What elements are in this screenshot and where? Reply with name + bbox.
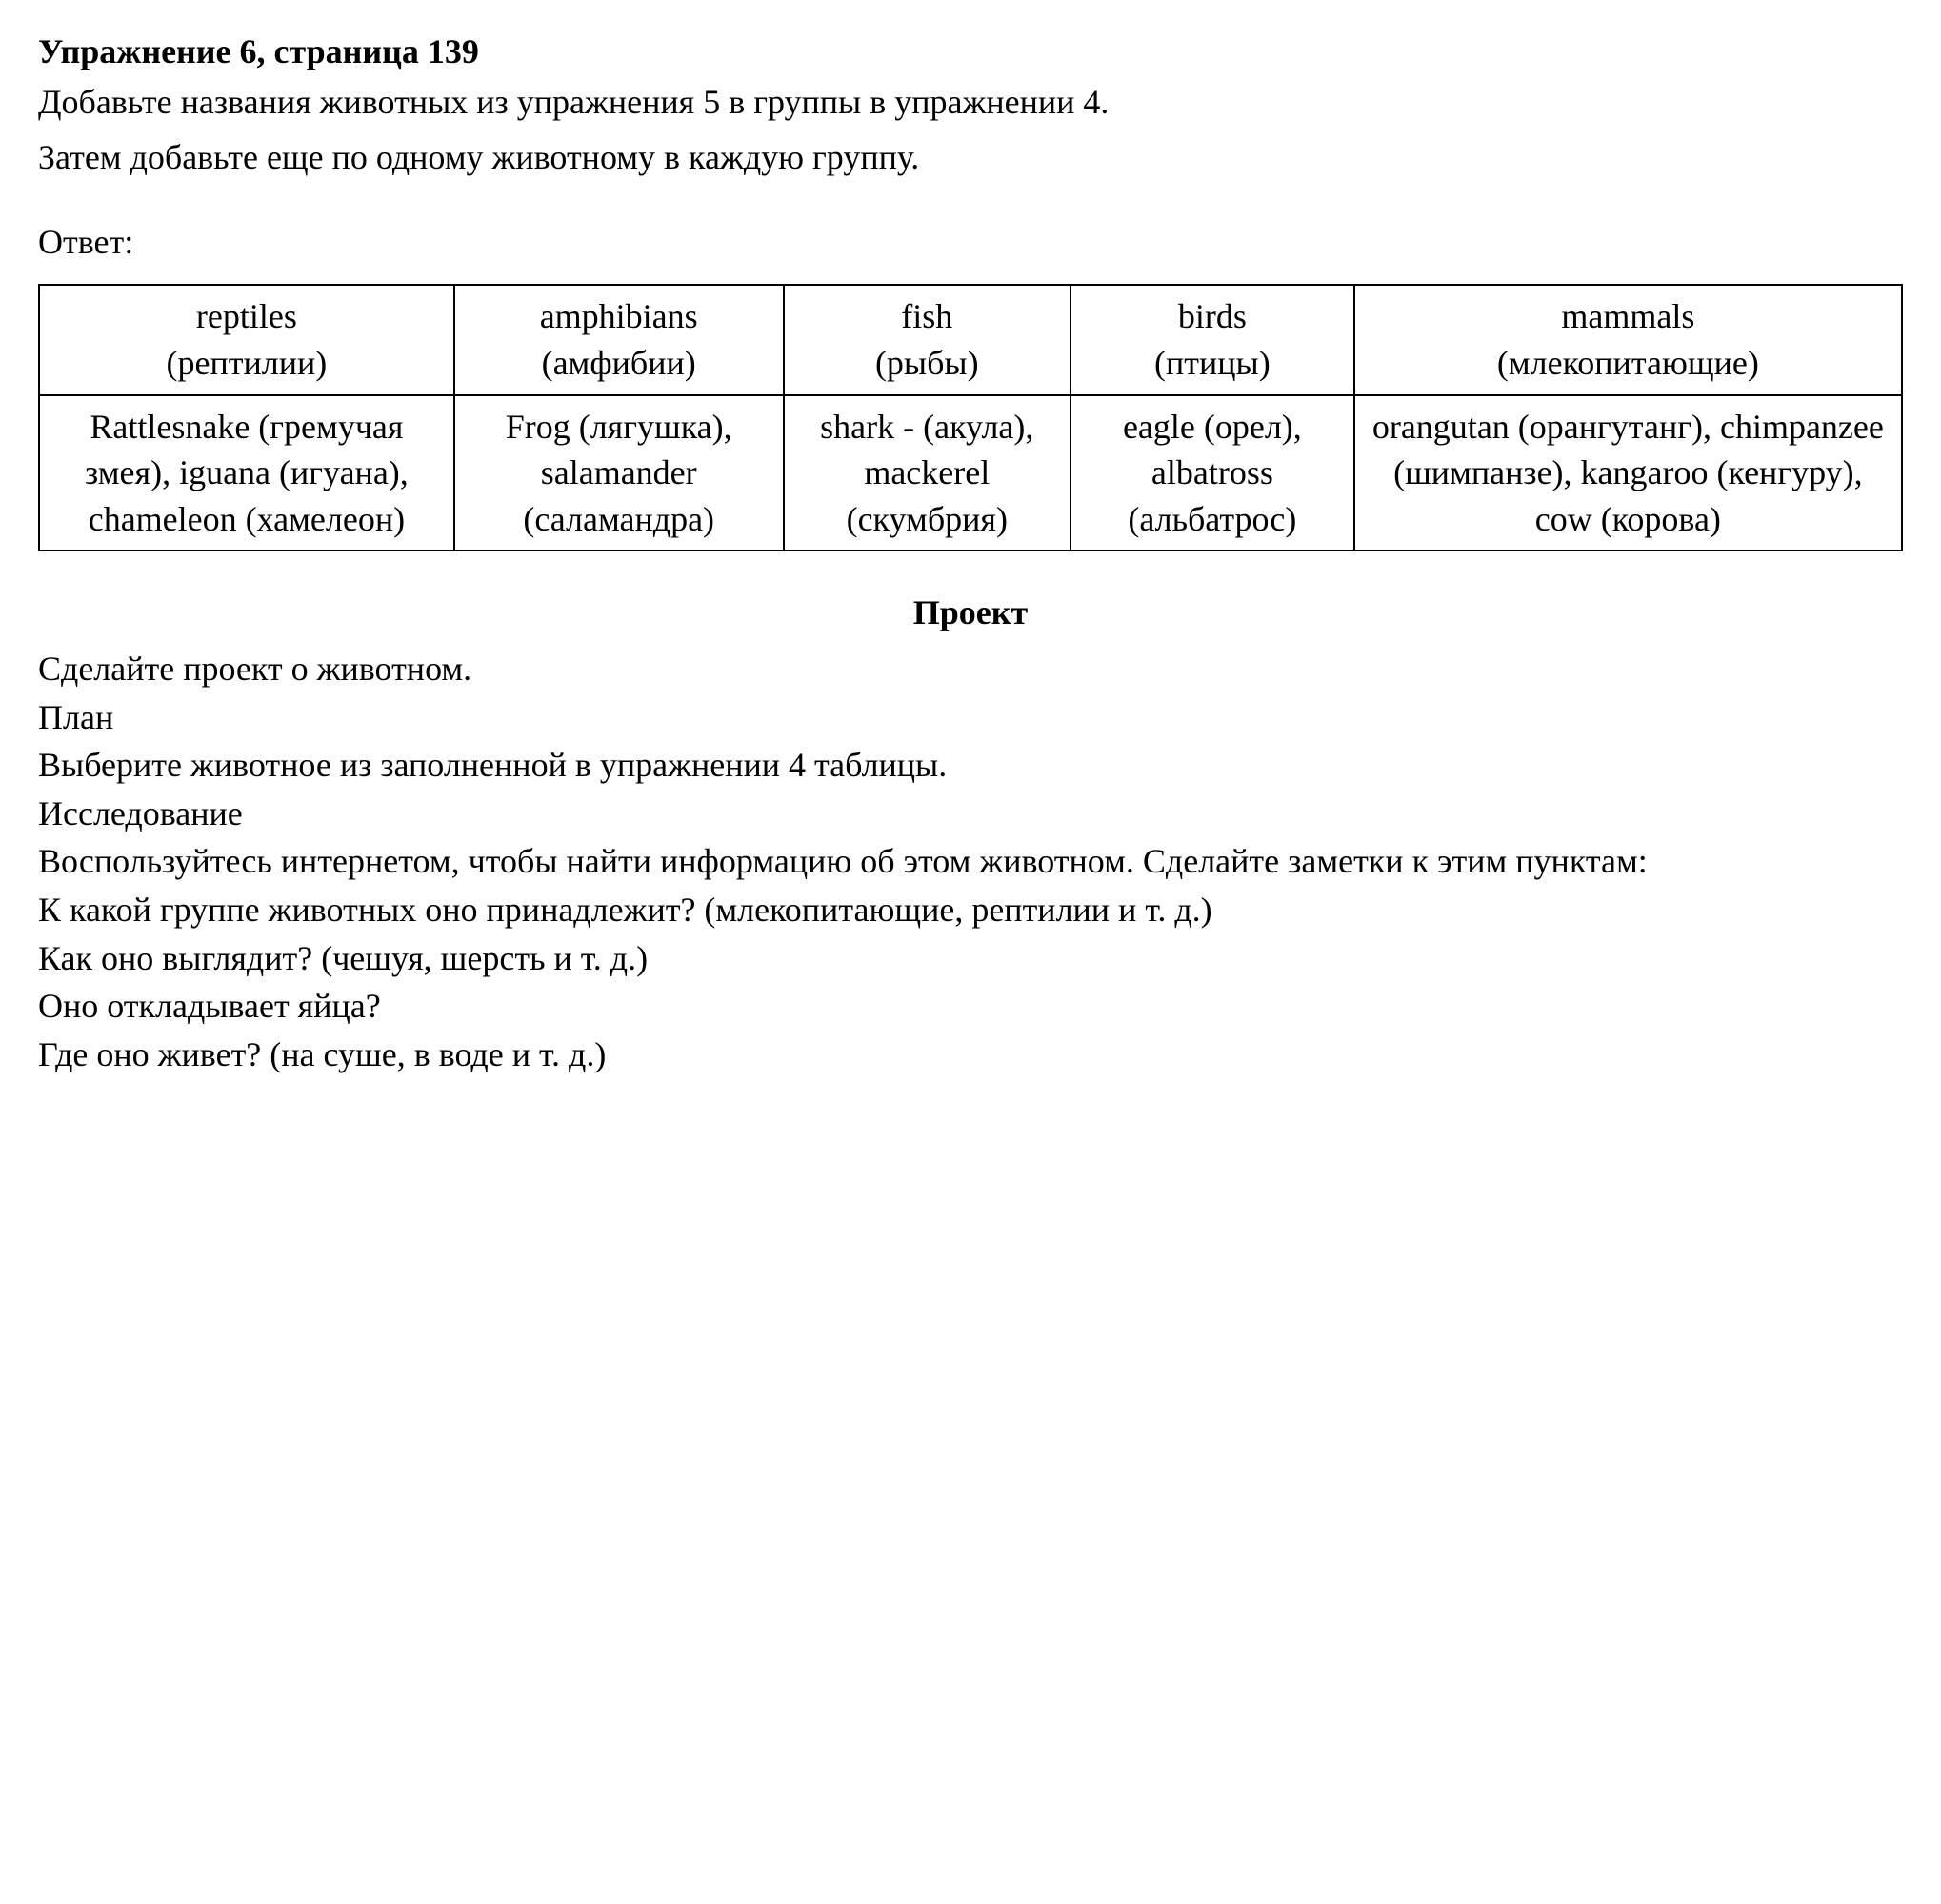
col-ru: (рептилии): [51, 340, 442, 387]
col-ru: (рыбы): [796, 340, 1058, 387]
table-header-row: reptiles (рептилии) amphibians (амфибии)…: [39, 285, 1902, 394]
col-en: amphibians: [467, 293, 771, 340]
col-header-fish: fish (рыбы): [784, 285, 1071, 394]
table-data-row: Rattlesnake (гремучая змея), iguana (игу…: [39, 395, 1902, 551]
cell-fish: shark - (акула), mackerel (скумбрия): [784, 395, 1071, 551]
cell-birds: eagle (орел), albatross (альбатрос): [1071, 395, 1354, 551]
answer-label: Ответ:: [38, 219, 1903, 266]
project-line: К какой группе животных оно принадлежит?…: [38, 887, 1903, 933]
col-header-birds: birds (птицы): [1071, 285, 1354, 394]
project-line: Как оно выглядит? (чешуя, шерсть и т. д.…: [38, 935, 1903, 982]
cell-mammals: orangutan (орангутанг), chimpanzee (шимп…: [1354, 395, 1902, 551]
project-line: Выберите животное из заполненной в упраж…: [38, 742, 1903, 789]
cell-amphibians: Frog (лягушка), salamander (саламандра): [454, 395, 784, 551]
project-line: Исследование: [38, 791, 1903, 837]
col-header-amphibians: amphibians (амфибии): [454, 285, 784, 394]
cell-reptiles: Rattlesnake (гремучая змея), iguana (игу…: [39, 395, 454, 551]
project-title: Проект: [38, 590, 1903, 636]
col-header-mammals: mammals (млекопитающие): [1354, 285, 1902, 394]
col-en: mammals: [1367, 293, 1890, 340]
project-line: Оно откладывает яйца?: [38, 983, 1903, 1030]
project-line: План: [38, 694, 1903, 741]
col-en: fish: [796, 293, 1058, 340]
intro-line-2: Затем добавьте еще по одному животному в…: [38, 134, 1903, 181]
project-line: Сделайте проект о животном.: [38, 646, 1903, 692]
project-line: Воспользуйтесь интернетом, чтобы найти и…: [38, 838, 1903, 885]
project-line: Где оно живет? (на суше, в воде и т. д.): [38, 1032, 1903, 1078]
project-block: Сделайте проект о животном. План Выберит…: [38, 646, 1903, 1077]
col-ru: (млекопитающие): [1367, 340, 1890, 387]
col-en: birds: [1083, 293, 1342, 340]
col-en: reptiles: [51, 293, 442, 340]
col-ru: (амфибии): [467, 340, 771, 387]
col-header-reptiles: reptiles (рептилии): [39, 285, 454, 394]
intro-line-1: Добавьте названия животных из упражнения…: [38, 79, 1903, 126]
exercise-title: Упражнение 6, страница 139: [38, 29, 1903, 75]
col-ru: (птицы): [1083, 340, 1342, 387]
animals-table: reptiles (рептилии) amphibians (амфибии)…: [38, 284, 1903, 551]
